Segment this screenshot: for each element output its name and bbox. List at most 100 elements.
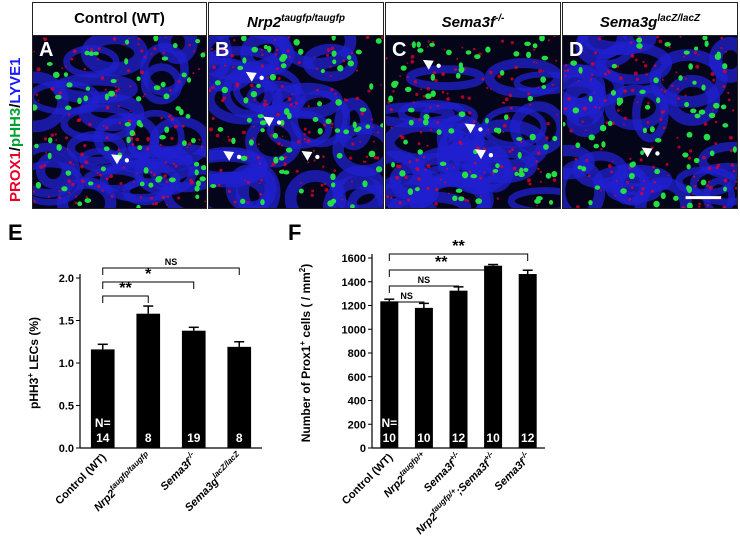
n-prefix-label: N=: [95, 416, 111, 430]
arrowhead-icon: [641, 147, 653, 158]
tissue-network: [33, 36, 206, 208]
y-tick-label: 1.5: [59, 316, 74, 328]
n-label: 10: [486, 431, 500, 445]
y-tick-label: 1200: [342, 301, 366, 313]
micrograph-d: [563, 36, 737, 208]
phh3-nuclei: [563, 36, 737, 208]
significance-bracket: [388, 285, 459, 293]
significance-label: **: [435, 254, 448, 271]
chart-f: 0 200 400 600 800 1000 1200 1400 1600 Number of P…: [298, 238, 545, 537]
arrowhead-icon: [464, 123, 476, 134]
arrowhead-icon: [475, 149, 486, 160]
prox1-signal: [209, 36, 383, 204]
n-label: 19: [187, 431, 201, 445]
y-axis-label: Number of Prox1+​ cells ( / mm2​): [298, 264, 313, 443]
n-label: 14: [96, 431, 110, 445]
y-tick-label: 1.0: [59, 358, 74, 370]
significance-label: **: [119, 280, 132, 297]
scale-bar: [685, 196, 722, 200]
panel-d-title: Sema3glacZ/lacZ: [563, 3, 737, 36]
panel-c-letter: C: [392, 39, 407, 61]
stain-slash-1: /: [7, 146, 24, 151]
micrograph-a: [33, 36, 206, 208]
n-prefix-label: N=: [381, 416, 397, 430]
phh3-nuclei: [210, 36, 383, 208]
arrowhead-icon: [111, 154, 122, 165]
bar: [484, 265, 503, 448]
prox1-signal: [33, 36, 206, 206]
y-tick-label: 1400: [342, 277, 366, 289]
significance-bracket: [102, 295, 149, 303]
bar: [449, 290, 468, 448]
n-label: 8: [236, 431, 243, 445]
n-label: 8: [145, 431, 152, 445]
panel-b: Nrp2taugfp/taugfp B: [208, 2, 384, 209]
y-tick-label: 600: [348, 372, 366, 384]
arrowhead-icon: [245, 71, 257, 82]
bar: [90, 349, 115, 448]
significance-bracket: [388, 269, 494, 277]
stain-prox1: PROX1: [7, 151, 24, 202]
stain-slash-2: /: [7, 103, 24, 108]
panel-c-title: Sema3f-/-: [386, 3, 560, 36]
bar: [414, 307, 433, 448]
panel-c: Sema3f-/- C: [385, 2, 561, 209]
stain-phh3: pHH3: [7, 108, 24, 147]
n-label: 12: [521, 431, 535, 445]
significance-label: NS: [165, 257, 178, 267]
bar: [518, 274, 537, 448]
arrowhead-icon: [223, 150, 235, 161]
panel-a: Control (WT) A: [32, 2, 207, 209]
significance-label: NS: [400, 291, 413, 301]
phh3-nuclei: [388, 36, 558, 205]
x-tick-label: Control (WT): [340, 451, 396, 507]
tissue-network: [563, 36, 737, 208]
n-label: 12: [452, 431, 466, 445]
panel-d-letter: D: [569, 39, 584, 61]
phh3-nuclei: [33, 36, 206, 208]
x-tick-label: Sema3f-/-: [156, 449, 200, 493]
y-tick-label: 0.0: [59, 443, 74, 455]
y-tick-label: 200: [348, 419, 366, 431]
n-label: 10: [417, 431, 431, 445]
significance-label: *: [145, 266, 152, 283]
y-tick-label: 2.0: [59, 273, 74, 285]
x-tick-label: Nrp2taugfp/+;Sema3f+/-: [412, 449, 500, 537]
y-axis-label: pHH3+​ LECs (%): [26, 317, 41, 409]
bar: [380, 301, 399, 448]
bar: [181, 330, 206, 448]
y-tick-label: 1000: [342, 324, 366, 336]
y-tick-label: 0: [360, 443, 366, 455]
bar: [136, 313, 161, 448]
svg-text:PROX1/pHH3/LYVE1: PROX1/pHH3/LYVE1: [7, 57, 24, 202]
y-tick-label: 0.5: [59, 401, 74, 413]
arrowhead-icon: [301, 150, 313, 161]
stain-label: PROX1/pHH3/LYVE1: [0, 2, 30, 209]
panel-f-letter: F: [288, 220, 302, 245]
y-tick-label: 800: [348, 348, 366, 360]
panel-e-letter: E: [8, 220, 23, 245]
y-tick-label: 400: [348, 396, 366, 408]
panel-b-letter: B: [215, 39, 230, 61]
significance-bracket: [388, 253, 529, 261]
prox1-signal: [563, 36, 737, 208]
x-tick-label: Sema3f-/-: [490, 449, 534, 493]
bar: [227, 346, 252, 448]
panel-a-letter: A: [39, 39, 54, 61]
significance-bracket: [388, 301, 425, 309]
y-tick-label: 1600: [342, 253, 366, 265]
micrograph-b: [209, 36, 383, 208]
arrowhead-icon: [263, 116, 275, 127]
panel-a-title: Control (WT): [33, 3, 206, 36]
arrowhead-icon: [422, 59, 434, 70]
significance-label: NS: [418, 275, 431, 285]
significance-bracket: [102, 267, 240, 275]
significance-label: **: [452, 238, 465, 255]
panel-d: Sema3glacZ/lacZ D: [562, 2, 738, 209]
panel-b-title: Nrp2taugfp/taugfp: [209, 3, 383, 36]
stain-lyve1: LYVE1: [7, 57, 24, 103]
significance-bracket: [102, 281, 195, 289]
micrograph-c: [386, 36, 560, 208]
